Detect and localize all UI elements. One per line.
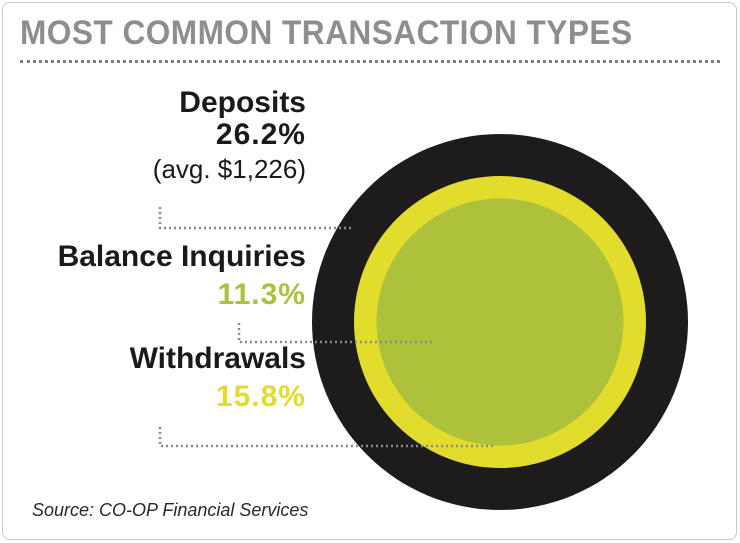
balance-inquiries-leader-line [237, 323, 432, 344]
withdrawals-name: Withdrawals [129, 342, 306, 375]
balance-inquiries-percent: 11.3% [217, 278, 306, 311]
deposits-label: Deposits 26.2% (avg. $1,226) [153, 86, 306, 185]
deposits-leader-line [158, 207, 352, 230]
withdrawals-label: Withdrawals 15.8% [130, 342, 306, 414]
deposits-percent: 26.2% [215, 118, 306, 151]
balance-inquiries-label: Balance Inquiries 11.3% [58, 240, 306, 312]
withdrawals-percent: 15.8% [215, 380, 306, 413]
source-note: Source: CO-OP Financial Services [32, 500, 309, 520]
balance-inquiries-circle [376, 198, 624, 446]
chart-title: MOST COMMON TRANSACTION TYPES [20, 14, 633, 52]
deposits-name: Deposits [179, 86, 306, 119]
deposits-average: (avg. $1,226) [152, 154, 306, 184]
balance-inquiries-name: Balance Inquiries [57, 240, 306, 273]
withdrawals-leader-line [158, 427, 494, 448]
title-divider [20, 60, 720, 63]
